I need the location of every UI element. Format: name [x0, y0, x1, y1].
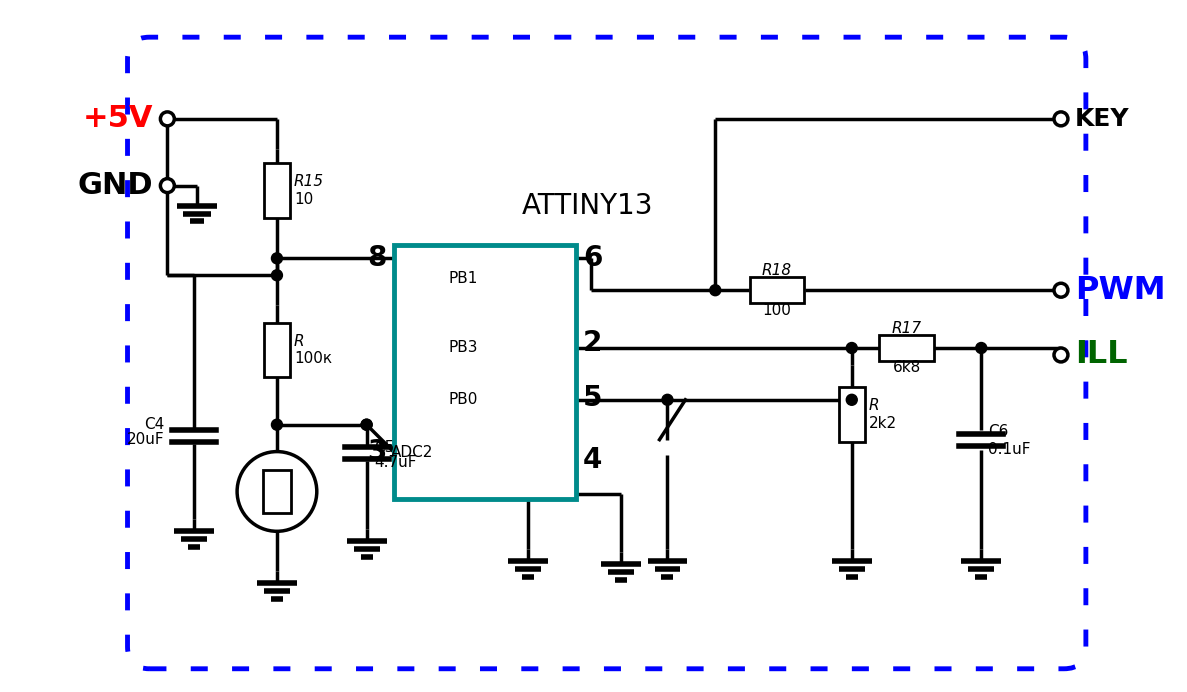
- Text: 10: 10: [294, 192, 313, 207]
- Text: 2k2: 2k2: [869, 416, 897, 431]
- Text: PB3: PB3: [449, 340, 478, 356]
- Text: 6k8: 6k8: [893, 361, 921, 376]
- Bar: [880, 335, 934, 361]
- Text: ATTINY13: ATTINY13: [522, 192, 654, 219]
- Text: 6: 6: [583, 244, 602, 273]
- Circle shape: [160, 112, 174, 126]
- Circle shape: [1054, 348, 1068, 362]
- Text: R15: R15: [294, 174, 324, 189]
- Text: +5V: +5V: [83, 104, 153, 134]
- Circle shape: [272, 253, 283, 264]
- Text: 2: 2: [583, 329, 602, 357]
- Text: 8: 8: [367, 244, 387, 273]
- Text: C5: C5: [375, 440, 395, 455]
- Text: 3: 3: [367, 437, 387, 466]
- Text: R17: R17: [891, 320, 921, 336]
- Circle shape: [361, 419, 372, 430]
- Circle shape: [846, 394, 857, 406]
- Text: PWM: PWM: [1075, 275, 1166, 306]
- Bar: [839, 388, 864, 442]
- Text: 100: 100: [762, 302, 792, 318]
- Bar: [264, 470, 291, 513]
- Circle shape: [976, 343, 986, 354]
- Text: 0.1uF: 0.1uF: [989, 442, 1030, 457]
- Text: C4: C4: [144, 417, 164, 432]
- Text: R: R: [869, 399, 880, 413]
- Circle shape: [160, 179, 174, 192]
- Text: 100к: 100к: [294, 352, 332, 367]
- Circle shape: [272, 270, 283, 281]
- Text: PB0: PB0: [449, 392, 478, 408]
- Text: R18: R18: [762, 263, 792, 277]
- Text: 4: 4: [583, 446, 602, 473]
- Text: 4.7uF: 4.7uF: [375, 455, 417, 470]
- Text: ILL: ILL: [1075, 340, 1128, 370]
- Text: C6: C6: [989, 424, 1009, 439]
- Circle shape: [361, 419, 372, 430]
- Circle shape: [272, 419, 283, 430]
- Circle shape: [1054, 283, 1068, 297]
- Circle shape: [1054, 112, 1068, 126]
- Text: KEY: KEY: [1075, 107, 1130, 131]
- Circle shape: [662, 394, 673, 406]
- Text: 5: 5: [583, 384, 602, 412]
- Text: 20uF: 20uF: [127, 432, 164, 447]
- Text: PB1: PB1: [449, 271, 478, 286]
- Circle shape: [846, 343, 857, 354]
- Bar: [264, 322, 290, 377]
- Bar: [750, 277, 805, 303]
- Bar: [264, 163, 290, 218]
- Circle shape: [237, 452, 317, 531]
- Text: R: R: [294, 334, 305, 349]
- Text: ADC2: ADC2: [391, 445, 433, 460]
- Bar: [394, 246, 576, 500]
- Circle shape: [710, 284, 721, 295]
- Text: GND: GND: [78, 171, 153, 200]
